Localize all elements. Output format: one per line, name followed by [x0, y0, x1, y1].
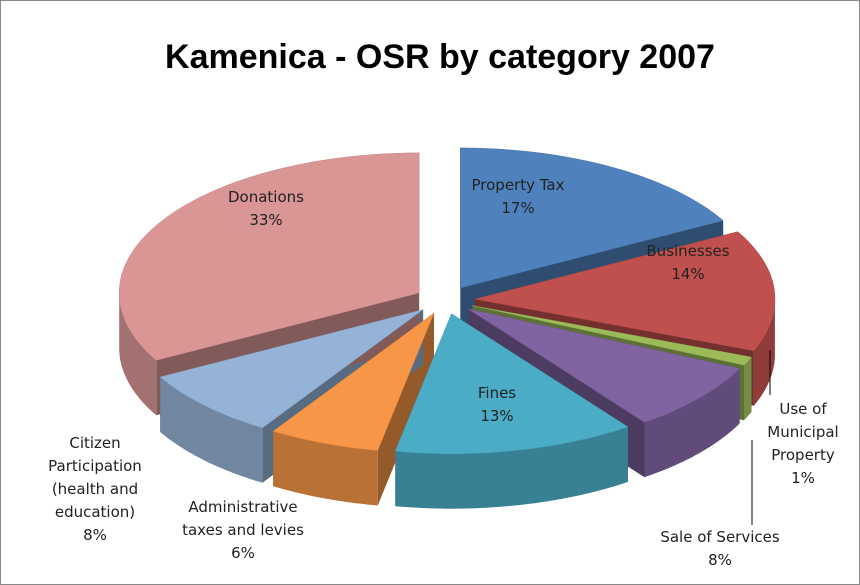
value-label: 1% [791, 469, 815, 487]
category-label: Donations [228, 188, 304, 206]
value-label: 13% [480, 407, 513, 425]
category-label: Administrative taxes and levies [182, 498, 304, 539]
slice-wall [644, 368, 740, 478]
pie-slice [474, 231, 776, 351]
category-label: Use of Municipal Property [767, 400, 838, 464]
chart-title: Kamenica - OSR by category 2007 [165, 38, 715, 76]
category-label: Citizen Participation (health and education… [48, 434, 142, 521]
value-label: 33% [249, 211, 282, 229]
data-labels: Property Tax 17% Businesses 14% Use of Munici… [48, 176, 839, 569]
value-label: 8% [708, 551, 732, 569]
pie-slice [272, 312, 435, 451]
slice-wall [395, 426, 628, 509]
pie-slice [159, 309, 424, 429]
pie-slice [472, 305, 752, 366]
category-label: Property Tax [472, 176, 565, 194]
category-label: Businesses [646, 242, 729, 260]
pie-slice [467, 308, 741, 423]
pie-slice [394, 313, 629, 454]
value-label: 17% [501, 199, 534, 217]
slice-tops [118, 147, 776, 454]
pie-slice [460, 147, 724, 289]
pie-slice [118, 152, 420, 361]
value-label: 6% [231, 544, 255, 562]
slice-wall [744, 357, 752, 421]
category-label: Fines [478, 384, 516, 402]
slice-wall [119, 292, 157, 416]
slice-wall [273, 431, 378, 506]
slice-wall [160, 377, 263, 483]
category-label: Sale of Services [660, 528, 780, 546]
value-label: 14% [671, 265, 704, 283]
value-label: 8% [83, 526, 107, 544]
